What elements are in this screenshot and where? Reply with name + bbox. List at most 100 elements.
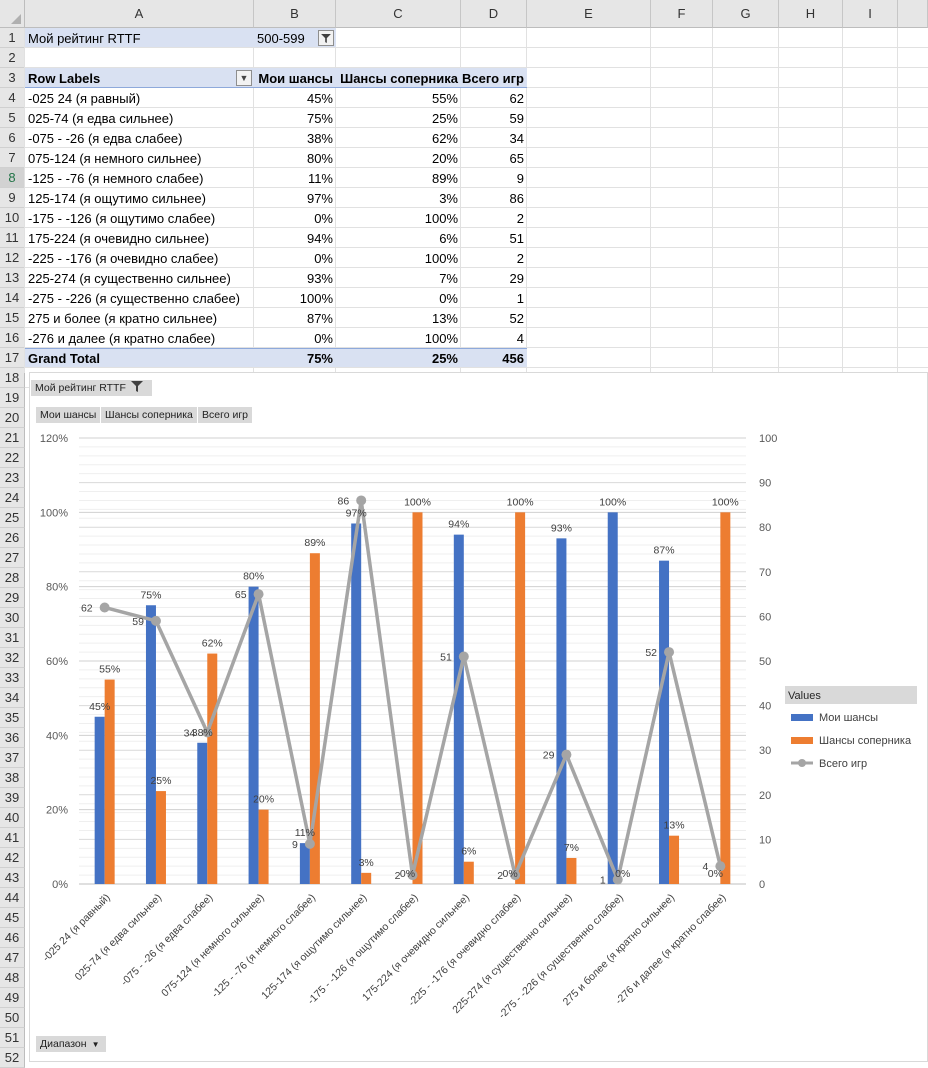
row-header-4[interactable]: 4	[0, 88, 25, 108]
row-label-cell[interactable]: -225 - -176 (я очевидно слабее)	[28, 250, 219, 266]
row-header-45[interactable]: 45	[0, 908, 25, 928]
row-header-12[interactable]: 12	[0, 248, 25, 268]
bar-my-chances[interactable]	[248, 586, 259, 884]
marker-total-games[interactable]	[304, 838, 315, 849]
row-header-30[interactable]: 30	[0, 608, 25, 628]
row-header-8[interactable]: 8	[0, 168, 25, 188]
bar-opponent-chances[interactable]	[104, 679, 115, 884]
row-header-52[interactable]: 52	[0, 1048, 25, 1068]
row-label-cell[interactable]: -075 - -26 (я едва слабее)	[28, 130, 183, 146]
row-label-cell[interactable]: 125-174 (я ощутимо сильнее)	[28, 190, 206, 206]
row-header-26[interactable]: 26	[0, 528, 25, 548]
chart-filter-button[interactable]: Мой рейтинг RTTF	[31, 380, 152, 396]
bar-my-chances[interactable]	[145, 605, 156, 884]
row-header-36[interactable]: 36	[0, 728, 25, 748]
row-header-43[interactable]: 43	[0, 868, 25, 888]
marker-total-games[interactable]	[407, 870, 418, 881]
opponent-chances-cell[interactable]: 100%	[424, 250, 458, 266]
row-header-42[interactable]: 42	[0, 848, 25, 868]
grand-total-opp[interactable]: 25%	[431, 350, 458, 366]
opponent-chances-cell[interactable]: 62%	[431, 130, 458, 146]
marker-total-games[interactable]	[253, 589, 264, 600]
total-games-cell[interactable]: 51	[509, 230, 524, 246]
grand-total-total[interactable]: 456	[502, 350, 524, 366]
grand-total-my[interactable]: 75%	[306, 350, 333, 366]
bar-opponent-chances[interactable]	[669, 835, 680, 884]
total-games-cell[interactable]: 65	[509, 150, 524, 166]
row-header-7[interactable]: 7	[0, 148, 25, 168]
column-header-E[interactable]: E	[527, 0, 651, 28]
marker-total-games[interactable]	[561, 749, 572, 760]
value-button-opponent-chances[interactable]: Шансы соперника	[101, 407, 197, 423]
row-header-20[interactable]: 20	[0, 408, 25, 428]
row-header-9[interactable]: 9	[0, 188, 25, 208]
row-header-28[interactable]: 28	[0, 568, 25, 588]
opponent-chances-cell[interactable]: 89%	[431, 170, 458, 186]
bar-opponent-chances[interactable]	[412, 512, 423, 884]
column-header-G[interactable]: G	[713, 0, 779, 28]
total-games-cell[interactable]: 62	[509, 90, 524, 106]
my-chances-cell[interactable]: 0%	[314, 210, 333, 226]
opponent-chances-cell[interactable]: 3%	[439, 190, 458, 206]
bar-my-chances[interactable]	[94, 716, 105, 884]
total-games-cell[interactable]: 1	[516, 290, 524, 306]
bar-opponent-chances[interactable]	[258, 809, 269, 884]
row-header-32[interactable]: 32	[0, 648, 25, 668]
my-chances-cell[interactable]: 100%	[299, 290, 333, 306]
axis-field-button[interactable]: Диапазон ▼	[36, 1036, 106, 1052]
row-header-50[interactable]: 50	[0, 1008, 25, 1028]
row-header-16[interactable]: 16	[0, 328, 25, 348]
row-header-17[interactable]: 17	[0, 348, 25, 368]
grand-total-label[interactable]: Grand Total	[28, 350, 100, 366]
total-games-cell[interactable]: 29	[509, 270, 524, 286]
row-header-51[interactable]: 51	[0, 1028, 25, 1048]
opponent-chances-cell[interactable]: 25%	[431, 110, 458, 126]
opponent-chances-cell[interactable]: 6%	[439, 230, 458, 246]
total-games-cell[interactable]: 86	[509, 190, 524, 206]
my-chances-cell[interactable]: 97%	[306, 190, 333, 206]
my-chances-cell[interactable]: 0%	[314, 330, 333, 346]
row-header-25[interactable]: 25	[0, 508, 25, 528]
bar-opponent-chances[interactable]	[207, 653, 218, 884]
my-chances-cell[interactable]: 38%	[306, 130, 333, 146]
row-header-23[interactable]: 23	[0, 468, 25, 488]
row-label-cell[interactable]: 275 и более (я кратно сильнее)	[28, 310, 218, 326]
row-header-15[interactable]: 15	[0, 308, 25, 328]
marker-total-games[interactable]	[715, 861, 726, 872]
bar-opponent-chances[interactable]	[566, 857, 577, 884]
column-header-C[interactable]: C	[336, 0, 461, 28]
value-button-my-chances[interactable]: Мои шансы	[36, 407, 100, 423]
row-header-41[interactable]: 41	[0, 828, 25, 848]
pivot-chart[interactable]: Мой рейтинг RTTF Мои шансы Шансы соперни…	[29, 372, 928, 1062]
row-header-27[interactable]: 27	[0, 548, 25, 568]
bar-my-chances[interactable]	[453, 534, 464, 884]
row-header-1[interactable]: 1	[0, 28, 25, 48]
row-header-29[interactable]: 29	[0, 588, 25, 608]
row-label-cell[interactable]: 075-124 (я немного сильнее)	[28, 150, 202, 166]
bar-opponent-chances[interactable]	[155, 791, 166, 884]
marker-total-games[interactable]	[458, 651, 469, 662]
total-games-cell[interactable]: 4	[516, 330, 524, 346]
row-header-35[interactable]: 35	[0, 708, 25, 728]
my-chances-cell[interactable]: 0%	[314, 250, 333, 266]
total-games-cell[interactable]: 2	[516, 210, 524, 226]
marker-total-games[interactable]	[510, 870, 521, 881]
bar-my-chances[interactable]	[607, 512, 618, 884]
row-header-24[interactable]: 24	[0, 488, 25, 508]
marker-total-games[interactable]	[356, 495, 367, 506]
bar-opponent-chances[interactable]	[361, 872, 372, 884]
my-chances-cell[interactable]: 45%	[306, 90, 333, 106]
total-games-cell[interactable]: 52	[509, 310, 524, 326]
row-header-14[interactable]: 14	[0, 288, 25, 308]
bar-my-chances[interactable]	[197, 742, 208, 884]
row-header-47[interactable]: 47	[0, 948, 25, 968]
bar-opponent-chances[interactable]	[463, 861, 474, 884]
bar-my-chances[interactable]	[299, 843, 310, 884]
row-label-cell[interactable]: -125 - -76 (я немного слабее)	[28, 170, 204, 186]
row-label-cell[interactable]: 225-274 (я существенно сильнее)	[28, 270, 231, 286]
total-games-cell[interactable]: 59	[509, 110, 524, 126]
bar-opponent-chances[interactable]	[309, 553, 320, 884]
column-header-B[interactable]: B	[254, 0, 336, 28]
row-header-37[interactable]: 37	[0, 748, 25, 768]
row-header-39[interactable]: 39	[0, 788, 25, 808]
